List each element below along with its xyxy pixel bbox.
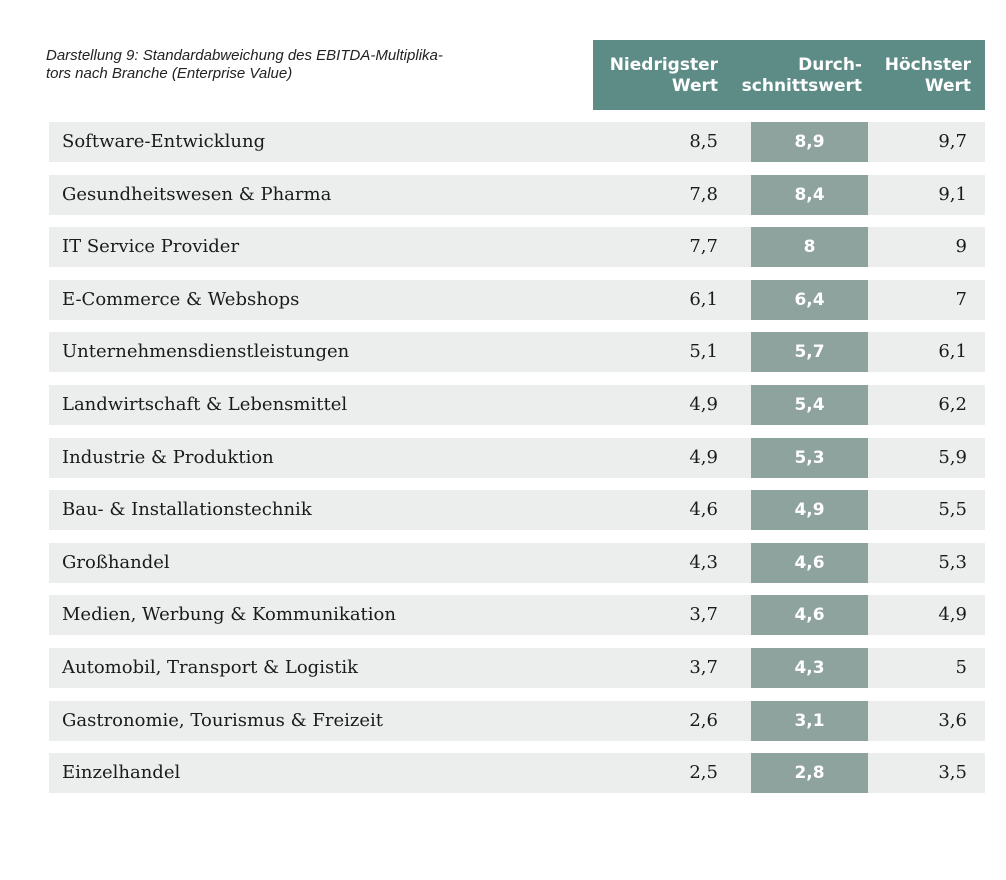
average-value: 4,6 (794, 605, 825, 626)
average-value: 5,4 (794, 395, 825, 415)
average-value: 4,9 (794, 500, 825, 521)
lowest-value: 2,6 (689, 709, 718, 731)
average-cell (751, 122, 868, 162)
lowest-value: 2,5 (689, 762, 718, 784)
highest-value: 7 (955, 288, 967, 310)
average-cell (751, 437, 868, 478)
lowest-value: 7,7 (689, 236, 718, 258)
average-cell (751, 648, 868, 688)
average-value: 2,8 (794, 763, 825, 784)
average-cell (751, 385, 868, 425)
lowest-value: 4,9 (689, 394, 718, 415)
industry-name: Gesundheitswesen & Pharma (62, 183, 332, 205)
average-cell (751, 279, 868, 320)
highest-value: 3,6 (938, 709, 967, 731)
highest-value: 9,1 (938, 183, 967, 205)
industry-name: Unternehmensdienstleistungen (62, 341, 350, 363)
highest-value: 5,3 (938, 551, 967, 573)
average-value: 5,7 (794, 342, 825, 363)
caption-line: tors nach Branche (Enterprise Value) (46, 65, 293, 82)
lowest-value: 7,8 (689, 183, 718, 205)
average-cell (751, 174, 868, 215)
average-cell (751, 542, 868, 583)
highest-value: 9,7 (938, 131, 967, 152)
lowest-value: 3,7 (689, 604, 718, 626)
average-cell (751, 700, 868, 741)
lowest-value: 4,6 (689, 499, 718, 521)
column-header: schnittswert (741, 76, 862, 96)
industry-name: Gastronomie, Tourismus & Freizeit (62, 709, 384, 731)
lowest-value: 6,1 (689, 288, 718, 310)
average-cell (751, 595, 868, 636)
highest-value: 6,2 (938, 394, 967, 415)
highest-value: 5,9 (938, 446, 967, 468)
highest-value: 3,5 (938, 762, 967, 784)
average-value: 5,3 (794, 447, 825, 468)
average-value: 8 (803, 237, 816, 258)
lowest-value: 4,3 (689, 551, 718, 573)
lowest-value: 4,9 (689, 446, 718, 468)
average-value: 3,1 (794, 710, 825, 731)
average-value: 6,4 (794, 289, 825, 310)
column-header: Höchster (884, 55, 971, 75)
column-header: Wert (924, 76, 971, 96)
average-value: 8,4 (794, 184, 825, 205)
lowest-value: 8,5 (689, 131, 718, 152)
industry-name: Landwirtschaft & Lebensmittel (62, 394, 348, 415)
industry-name: IT Service Provider (62, 236, 240, 258)
column-header: Durch- (798, 55, 862, 75)
industry-name: Einzelhandel (62, 762, 181, 784)
lowest-value: 3,7 (689, 657, 718, 678)
header-band (593, 40, 985, 110)
industry-name: Industrie & Produktion (62, 446, 274, 468)
average-cell (751, 332, 868, 373)
average-value: 4,3 (794, 658, 825, 678)
industry-name: Bau- & Installationstechnik (62, 499, 312, 521)
caption-line: Darstellung 9: Standardabweichung des EB… (46, 47, 443, 64)
column-header: Wert (671, 76, 718, 96)
industry-name: Software-Entwicklung (62, 131, 266, 152)
average-value: 8,9 (794, 132, 825, 152)
highest-value: 6,1 (938, 341, 967, 363)
highest-value: 9 (955, 236, 967, 258)
industry-name: Großhandel (62, 551, 170, 573)
average-cell (751, 490, 868, 531)
highest-value: 5 (955, 657, 967, 678)
highest-value: 5,5 (938, 499, 967, 521)
lowest-value: 5,1 (689, 341, 718, 363)
average-cell (751, 227, 868, 268)
average-value: 4,6 (794, 552, 825, 573)
industry-name: Automobil, Transport & Logistik (62, 657, 359, 678)
highest-value: 4,9 (938, 604, 967, 626)
average-cell (751, 753, 868, 794)
industry-name: Medien, Werbung & Kommunikation (62, 604, 396, 626)
column-header: Niedrigster (609, 55, 718, 75)
industry-name: E-Commerce & Webshops (62, 288, 300, 310)
